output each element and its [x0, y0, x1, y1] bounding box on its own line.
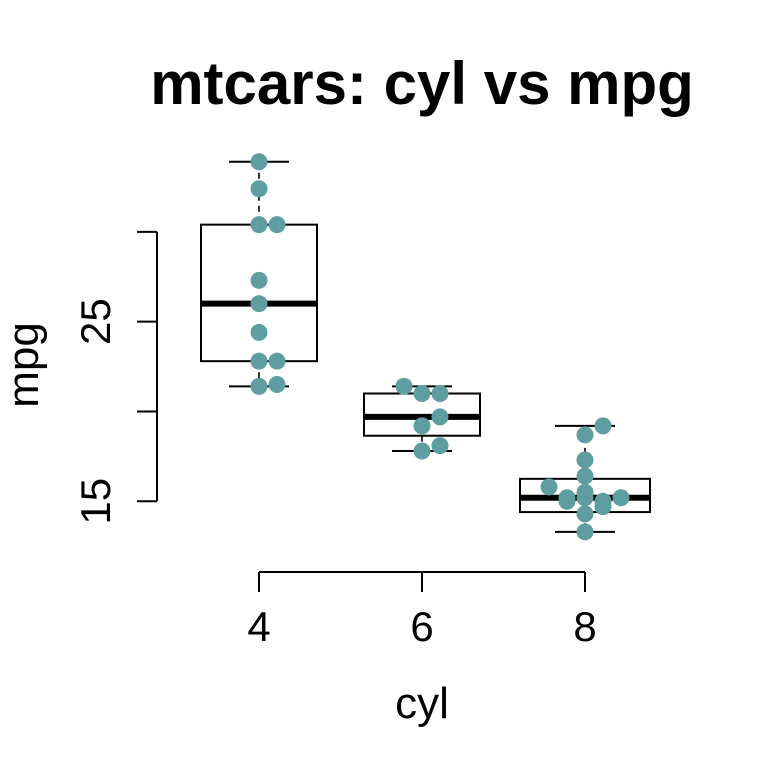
data-point: [558, 492, 576, 510]
data-point: [576, 489, 594, 507]
data-point: [576, 426, 594, 444]
data-point: [576, 505, 594, 523]
data-point: [250, 153, 268, 171]
y-axis-label: mpg: [0, 322, 48, 408]
data-point: [250, 352, 268, 370]
data-point: [250, 216, 268, 234]
data-point: [594, 498, 612, 516]
data-point: [268, 376, 286, 394]
data-point: [576, 523, 594, 541]
y-tick-label: 25: [72, 298, 119, 345]
data-point: [576, 451, 594, 469]
data-point: [268, 216, 286, 234]
data-point: [413, 385, 431, 403]
x-tick-label: 4: [247, 603, 270, 650]
data-point: [594, 417, 612, 435]
data-point: [250, 377, 268, 395]
chart-title: mtcars: cyl vs mpg: [150, 50, 694, 117]
data-point: [250, 295, 268, 313]
data-point: [413, 417, 431, 435]
x-tick-label: 8: [573, 603, 596, 650]
data-point: [431, 408, 449, 426]
x-tick-label: 6: [410, 603, 433, 650]
data-point: [250, 323, 268, 341]
data-point: [413, 442, 431, 460]
data-point: [250, 180, 268, 198]
x-axis: 4 6 8: [247, 571, 597, 650]
data-point: [395, 377, 413, 395]
point-group: [250, 153, 630, 541]
data-point: [431, 385, 449, 403]
x-axis-label: cyl: [395, 679, 449, 728]
data-point: [250, 271, 268, 289]
data-point: [612, 489, 630, 507]
y-tick-label: 15: [72, 478, 119, 525]
data-point: [540, 478, 558, 496]
data-point: [268, 352, 286, 370]
data-point: [431, 437, 449, 455]
data-point: [576, 467, 594, 485]
